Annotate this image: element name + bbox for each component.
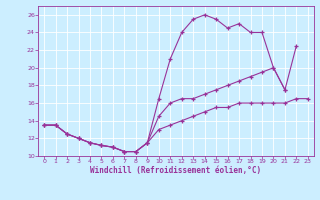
X-axis label: Windchill (Refroidissement éolien,°C): Windchill (Refroidissement éolien,°C) [91,166,261,175]
